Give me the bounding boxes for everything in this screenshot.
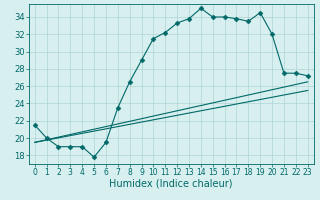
X-axis label: Humidex (Indice chaleur): Humidex (Indice chaleur): [109, 179, 233, 189]
